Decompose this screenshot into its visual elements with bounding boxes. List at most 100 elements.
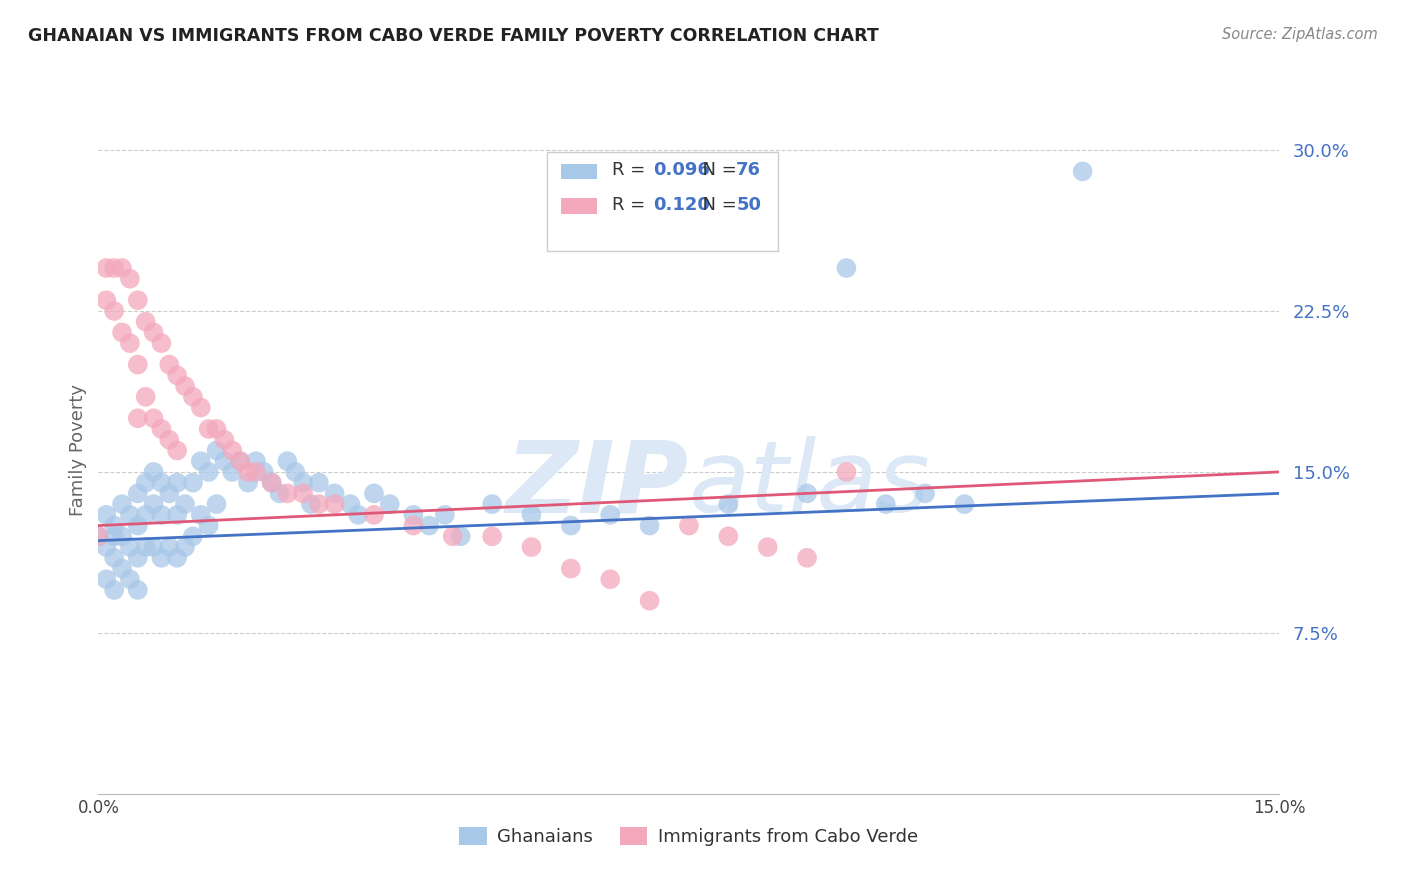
Point: [166, 443, 188, 458]
Point: [347, 508, 370, 522]
Point: [197, 518, 219, 533]
Point: [481, 497, 503, 511]
Point: [103, 550, 125, 565]
Point: [127, 358, 149, 372]
Point: [835, 465, 858, 479]
Point: [221, 443, 243, 458]
Text: N =: N =: [692, 195, 742, 213]
Point: [150, 422, 173, 436]
Point: [205, 422, 228, 436]
Point: [166, 475, 188, 490]
Point: [190, 401, 212, 415]
Point: [127, 582, 149, 597]
Point: [103, 260, 125, 275]
Point: [638, 593, 661, 607]
Text: ZIP: ZIP: [506, 436, 689, 533]
Point: [914, 486, 936, 500]
Point: [157, 358, 180, 372]
Point: [150, 550, 173, 565]
Point: [166, 368, 188, 383]
Point: [308, 497, 330, 511]
Point: [481, 529, 503, 543]
Text: R =: R =: [612, 161, 651, 179]
Text: Source: ZipAtlas.com: Source: ZipAtlas.com: [1222, 27, 1378, 42]
Point: [236, 475, 259, 490]
Point: [157, 486, 180, 500]
Point: [260, 475, 283, 490]
Point: [205, 443, 228, 458]
Point: [953, 497, 976, 511]
Point: [157, 433, 180, 447]
Point: [717, 497, 740, 511]
Point: [197, 465, 219, 479]
Point: [142, 465, 165, 479]
Point: [378, 497, 401, 511]
Point: [118, 508, 141, 522]
Point: [127, 550, 149, 565]
Text: 0.096: 0.096: [654, 161, 710, 179]
Point: [87, 529, 110, 543]
Point: [276, 454, 298, 468]
Point: [174, 379, 197, 393]
Point: [236, 465, 259, 479]
Point: [560, 561, 582, 575]
Point: [181, 475, 204, 490]
Point: [174, 540, 197, 554]
Point: [214, 433, 236, 447]
Point: [678, 518, 700, 533]
Point: [96, 260, 118, 275]
Point: [127, 486, 149, 500]
Point: [181, 529, 204, 543]
Point: [166, 508, 188, 522]
Point: [599, 572, 621, 586]
Text: 0.120: 0.120: [654, 195, 710, 213]
FancyBboxPatch shape: [561, 198, 596, 213]
FancyBboxPatch shape: [547, 152, 778, 252]
Point: [418, 518, 440, 533]
Point: [796, 486, 818, 500]
Point: [87, 529, 110, 543]
Text: 76: 76: [737, 161, 761, 179]
Point: [103, 518, 125, 533]
Point: [118, 271, 141, 285]
Point: [190, 508, 212, 522]
Point: [450, 529, 472, 543]
Point: [520, 508, 543, 522]
Point: [796, 550, 818, 565]
Point: [127, 518, 149, 533]
Text: atlas: atlas: [689, 436, 931, 533]
Y-axis label: Family Poverty: Family Poverty: [69, 384, 87, 516]
Point: [520, 540, 543, 554]
Text: R =: R =: [612, 195, 651, 213]
Point: [221, 465, 243, 479]
Point: [135, 390, 157, 404]
Point: [276, 486, 298, 500]
Point: [197, 422, 219, 436]
Point: [135, 315, 157, 329]
Point: [717, 529, 740, 543]
Point: [599, 508, 621, 522]
Text: N =: N =: [692, 161, 742, 179]
Point: [157, 540, 180, 554]
Point: [118, 572, 141, 586]
Point: [127, 411, 149, 425]
Point: [174, 497, 197, 511]
Point: [756, 540, 779, 554]
Point: [245, 465, 267, 479]
Point: [1071, 164, 1094, 178]
Point: [284, 465, 307, 479]
Point: [103, 582, 125, 597]
Point: [292, 486, 315, 500]
Point: [875, 497, 897, 511]
Point: [103, 529, 125, 543]
Text: 50: 50: [737, 195, 761, 213]
Point: [260, 475, 283, 490]
Point: [292, 475, 315, 490]
Point: [111, 561, 134, 575]
Point: [142, 411, 165, 425]
Point: [402, 508, 425, 522]
Point: [142, 540, 165, 554]
Point: [253, 465, 276, 479]
Point: [135, 508, 157, 522]
Point: [835, 260, 858, 275]
